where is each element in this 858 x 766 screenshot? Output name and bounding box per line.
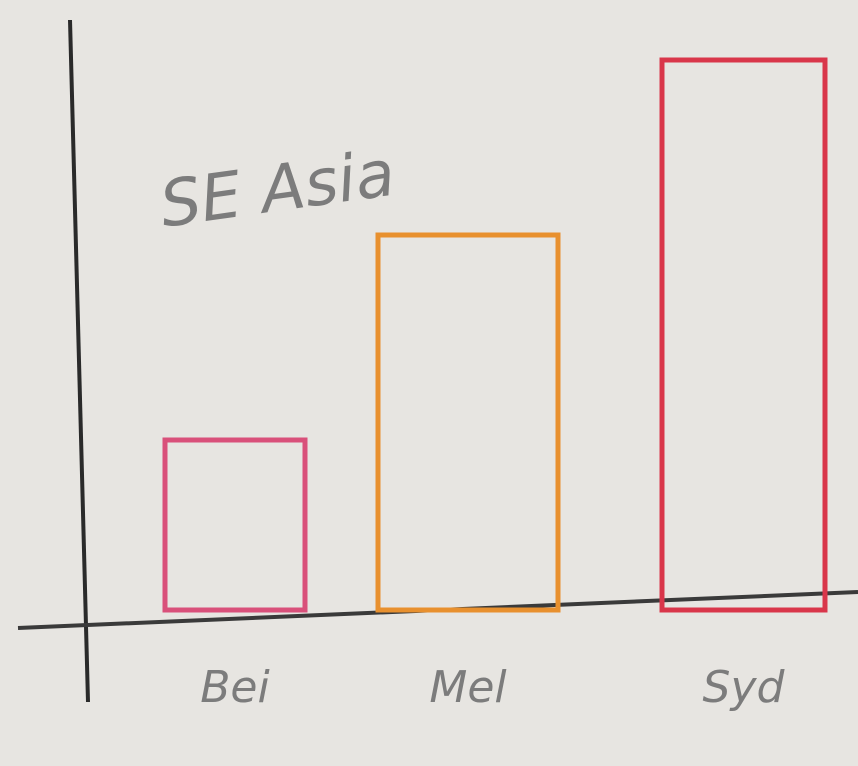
bar: [375, 232, 561, 613]
x-tick-label: Syd: [703, 662, 786, 713]
bar: [659, 57, 828, 613]
x-tick-label: Mel: [429, 662, 507, 713]
bar: [162, 437, 308, 613]
x-tick-label: Bei: [200, 662, 270, 713]
y-axis: [68, 19, 90, 703]
